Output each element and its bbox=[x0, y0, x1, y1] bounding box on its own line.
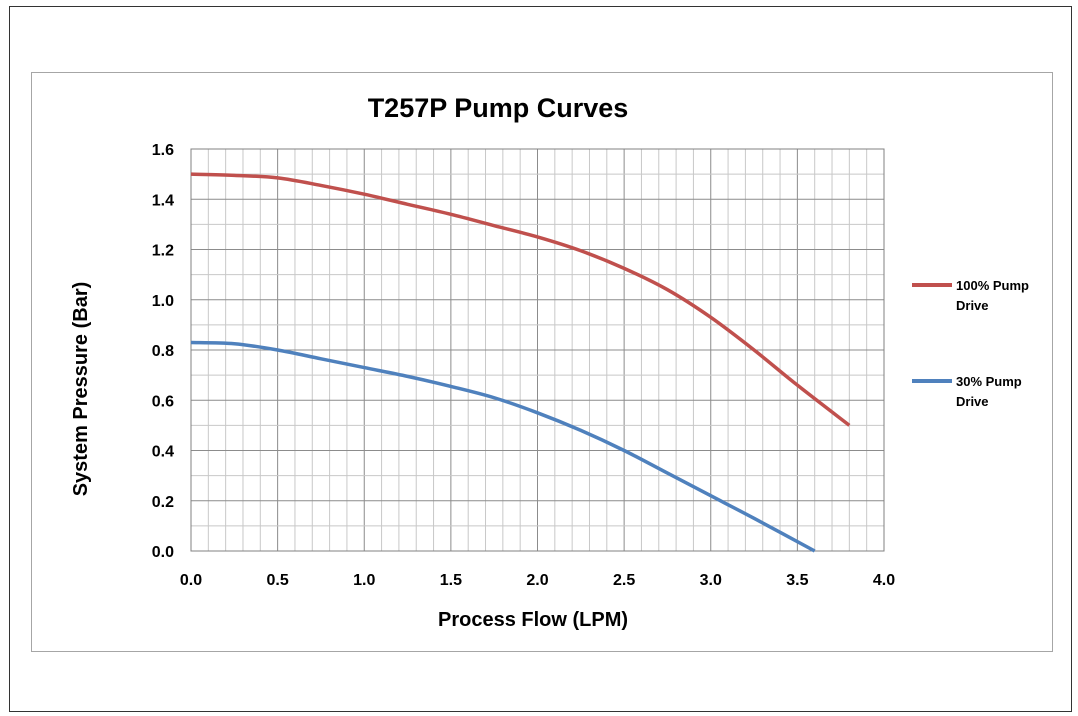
y-tick-label: 1.4 bbox=[152, 192, 174, 209]
y-tick-label: 0.6 bbox=[152, 393, 174, 410]
legend-label: 100% Pump bbox=[956, 278, 1029, 293]
x-tick-label: 2.0 bbox=[526, 572, 548, 589]
y-tick-label: 1.0 bbox=[152, 293, 174, 310]
y-tick-label: 1.2 bbox=[152, 243, 174, 260]
x-tick-label: 1.0 bbox=[353, 572, 375, 589]
gridlines bbox=[190, 148, 885, 552]
x-axis-tick-labels: 0.0 0.5 1.0 1.5 2.0 2.5 3.0 3.5 4.0 bbox=[180, 572, 895, 589]
x-tick-label: 1.5 bbox=[440, 572, 462, 589]
y-tick-label: 1.6 bbox=[152, 142, 174, 159]
y-axis-tick-labels: 0.0 0.2 0.4 0.6 0.8 1.0 1.2 1.4 1.6 bbox=[152, 142, 174, 561]
x-tick-label: 4.0 bbox=[873, 572, 895, 589]
legend: 100% Pump Drive 30% Pump Drive bbox=[912, 278, 1029, 409]
y-tick-label: 0.4 bbox=[152, 444, 174, 461]
series-line-30-percent-drive bbox=[190, 340, 816, 553]
series-line-100-percent-drive bbox=[190, 172, 851, 427]
y-tick-label: 0.2 bbox=[152, 494, 174, 511]
x-tick-label: 3.5 bbox=[786, 572, 808, 589]
x-tick-label: 2.5 bbox=[613, 572, 635, 589]
y-axis-title: System Pressure (Bar) bbox=[70, 282, 92, 497]
y-tick-label: 0.8 bbox=[152, 343, 174, 360]
plot-area-border bbox=[190, 148, 885, 552]
series-lines bbox=[190, 172, 851, 553]
y-tick-label: 0.0 bbox=[152, 544, 174, 561]
x-tick-label: 0.0 bbox=[180, 572, 202, 589]
chart-area bbox=[31, 72, 1053, 652]
legend-label: Drive bbox=[956, 298, 989, 313]
legend-label: Drive bbox=[956, 394, 989, 409]
x-tick-label: 0.5 bbox=[267, 572, 289, 589]
legend-label: 30% Pump bbox=[956, 374, 1022, 389]
x-axis-title: Process Flow (LPM) bbox=[438, 609, 628, 631]
chart-title: T257P Pump Curves bbox=[368, 93, 629, 123]
x-tick-label: 3.0 bbox=[700, 572, 722, 589]
